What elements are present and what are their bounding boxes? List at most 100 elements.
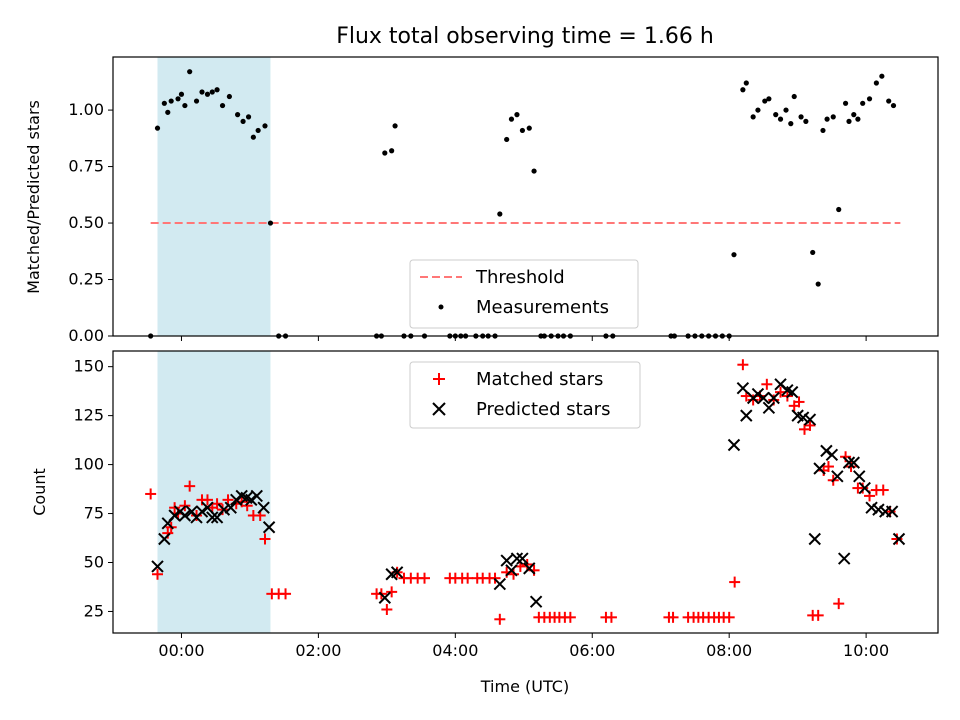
measurement-point [526,125,532,131]
measurement-point [836,206,842,213]
predicted-star-point [378,591,392,604]
predicted-star-point [842,456,856,469]
measurement-point [514,112,520,118]
matched-star-point [857,482,869,494]
predicted-star-point [831,470,844,483]
predicted-star-point [500,554,513,567]
matched-star-point [222,494,234,506]
bottom-panel: 25 50 75 100 125 150 00:00 02:00 04:00 06:00 08:0… [30,350,939,696]
top-y-tick-label: 0.00 [68,326,104,345]
measurement-point [389,148,395,154]
matched-star-point [508,568,520,580]
predicted-star-point [892,532,906,546]
matched-star-point [169,502,181,514]
matched-star-point [419,572,431,584]
measurement-point [886,98,892,104]
measurement-point [740,87,746,93]
measurement-point [810,249,816,256]
matched-star-point [605,611,617,623]
measurement-point [267,220,274,226]
predicted-star-point [178,509,192,522]
measurement-point [743,80,749,86]
predicted-star-point [168,509,181,522]
measurement-point [842,100,849,106]
x-tick-label: 06:00 [569,641,615,660]
predicted-star-point [736,382,750,395]
measurement-point [531,168,537,174]
matched-legend-label: Matched stars [476,369,603,390]
predicted-star-point [757,391,770,405]
measurement-point [846,118,852,124]
matched-star-point [564,611,576,623]
matched-star-point [386,586,398,598]
top-y-tick-label: 0.75 [68,157,104,176]
measurement-point [803,118,809,124]
measurement-point [851,112,857,118]
measurement-point [830,114,836,120]
measurement-point [824,116,830,122]
predicted-star-point [872,503,885,516]
predicted-star-point [858,481,871,495]
matched-star-point [833,598,845,610]
matched-star-point [280,588,292,600]
measurement-point [178,91,185,97]
measurement-point [508,116,515,122]
bottom-marks [145,359,906,625]
measurement-point [214,87,220,93]
predicted-star-point [727,438,741,452]
predicted-star-point [206,511,219,524]
predicted-star-point [803,413,817,426]
measurement-point [168,98,174,104]
measurement-point [504,136,510,143]
measurement-point [161,100,167,106]
top-y-tick-label: 1.00 [68,100,104,119]
matched-star-point [812,609,824,621]
predicted-star-point [151,560,164,573]
predicted-star-point [158,532,171,546]
predicted-star-point [762,401,776,414]
x-tick-label: 10:00 [843,641,889,660]
measurement-point [766,96,772,102]
measurements-legend-dot [438,304,444,310]
top-panel: 0.00 0.25 0.50 0.75 1.00 Matched/Predicted s… [24,56,939,345]
bottom-y-ticks: 25 50 75 100 125 150 [73,357,113,620]
measurement-point [791,93,797,100]
measurement-point [750,114,756,120]
measurement-point [855,116,861,122]
matched-star-point [462,572,474,584]
measurement-point [820,127,826,134]
predicted-star-point [390,566,404,579]
matched-star-point [152,568,164,580]
measurement-point [209,89,215,95]
matched-star-point [184,480,196,492]
matched-star-point [877,484,889,496]
measurement-point [250,134,256,140]
predicted-star-point [751,387,765,401]
measurement-point [154,125,161,131]
threshold-legend-label: Threshold [475,267,565,288]
measurement-point [731,252,737,258]
bottom-y-tick-label: 150 [73,357,104,376]
bottom-y-tick-label: 25 [84,601,104,620]
matched-star-point [761,378,773,390]
measurement-point [255,127,261,134]
predicted-star-point [796,411,810,424]
bottom-legend-box [409,361,641,429]
measurement-point [262,123,268,129]
measurement-point [226,93,232,100]
measurement-point [755,107,761,113]
predicted-star-point [740,409,753,422]
measurement-point [890,102,897,109]
matched-star-point [729,576,741,588]
measurement-point [773,112,779,118]
predicted-star-point [767,391,780,405]
top-shade-layer [157,57,271,336]
top-marks [148,69,901,339]
predicted-star-point [195,505,209,518]
predicted-star-point [865,501,878,514]
matched-star-point [737,359,749,371]
measurement-point [783,107,789,113]
measurement-point [182,102,188,109]
predicted-star-point [493,577,507,591]
